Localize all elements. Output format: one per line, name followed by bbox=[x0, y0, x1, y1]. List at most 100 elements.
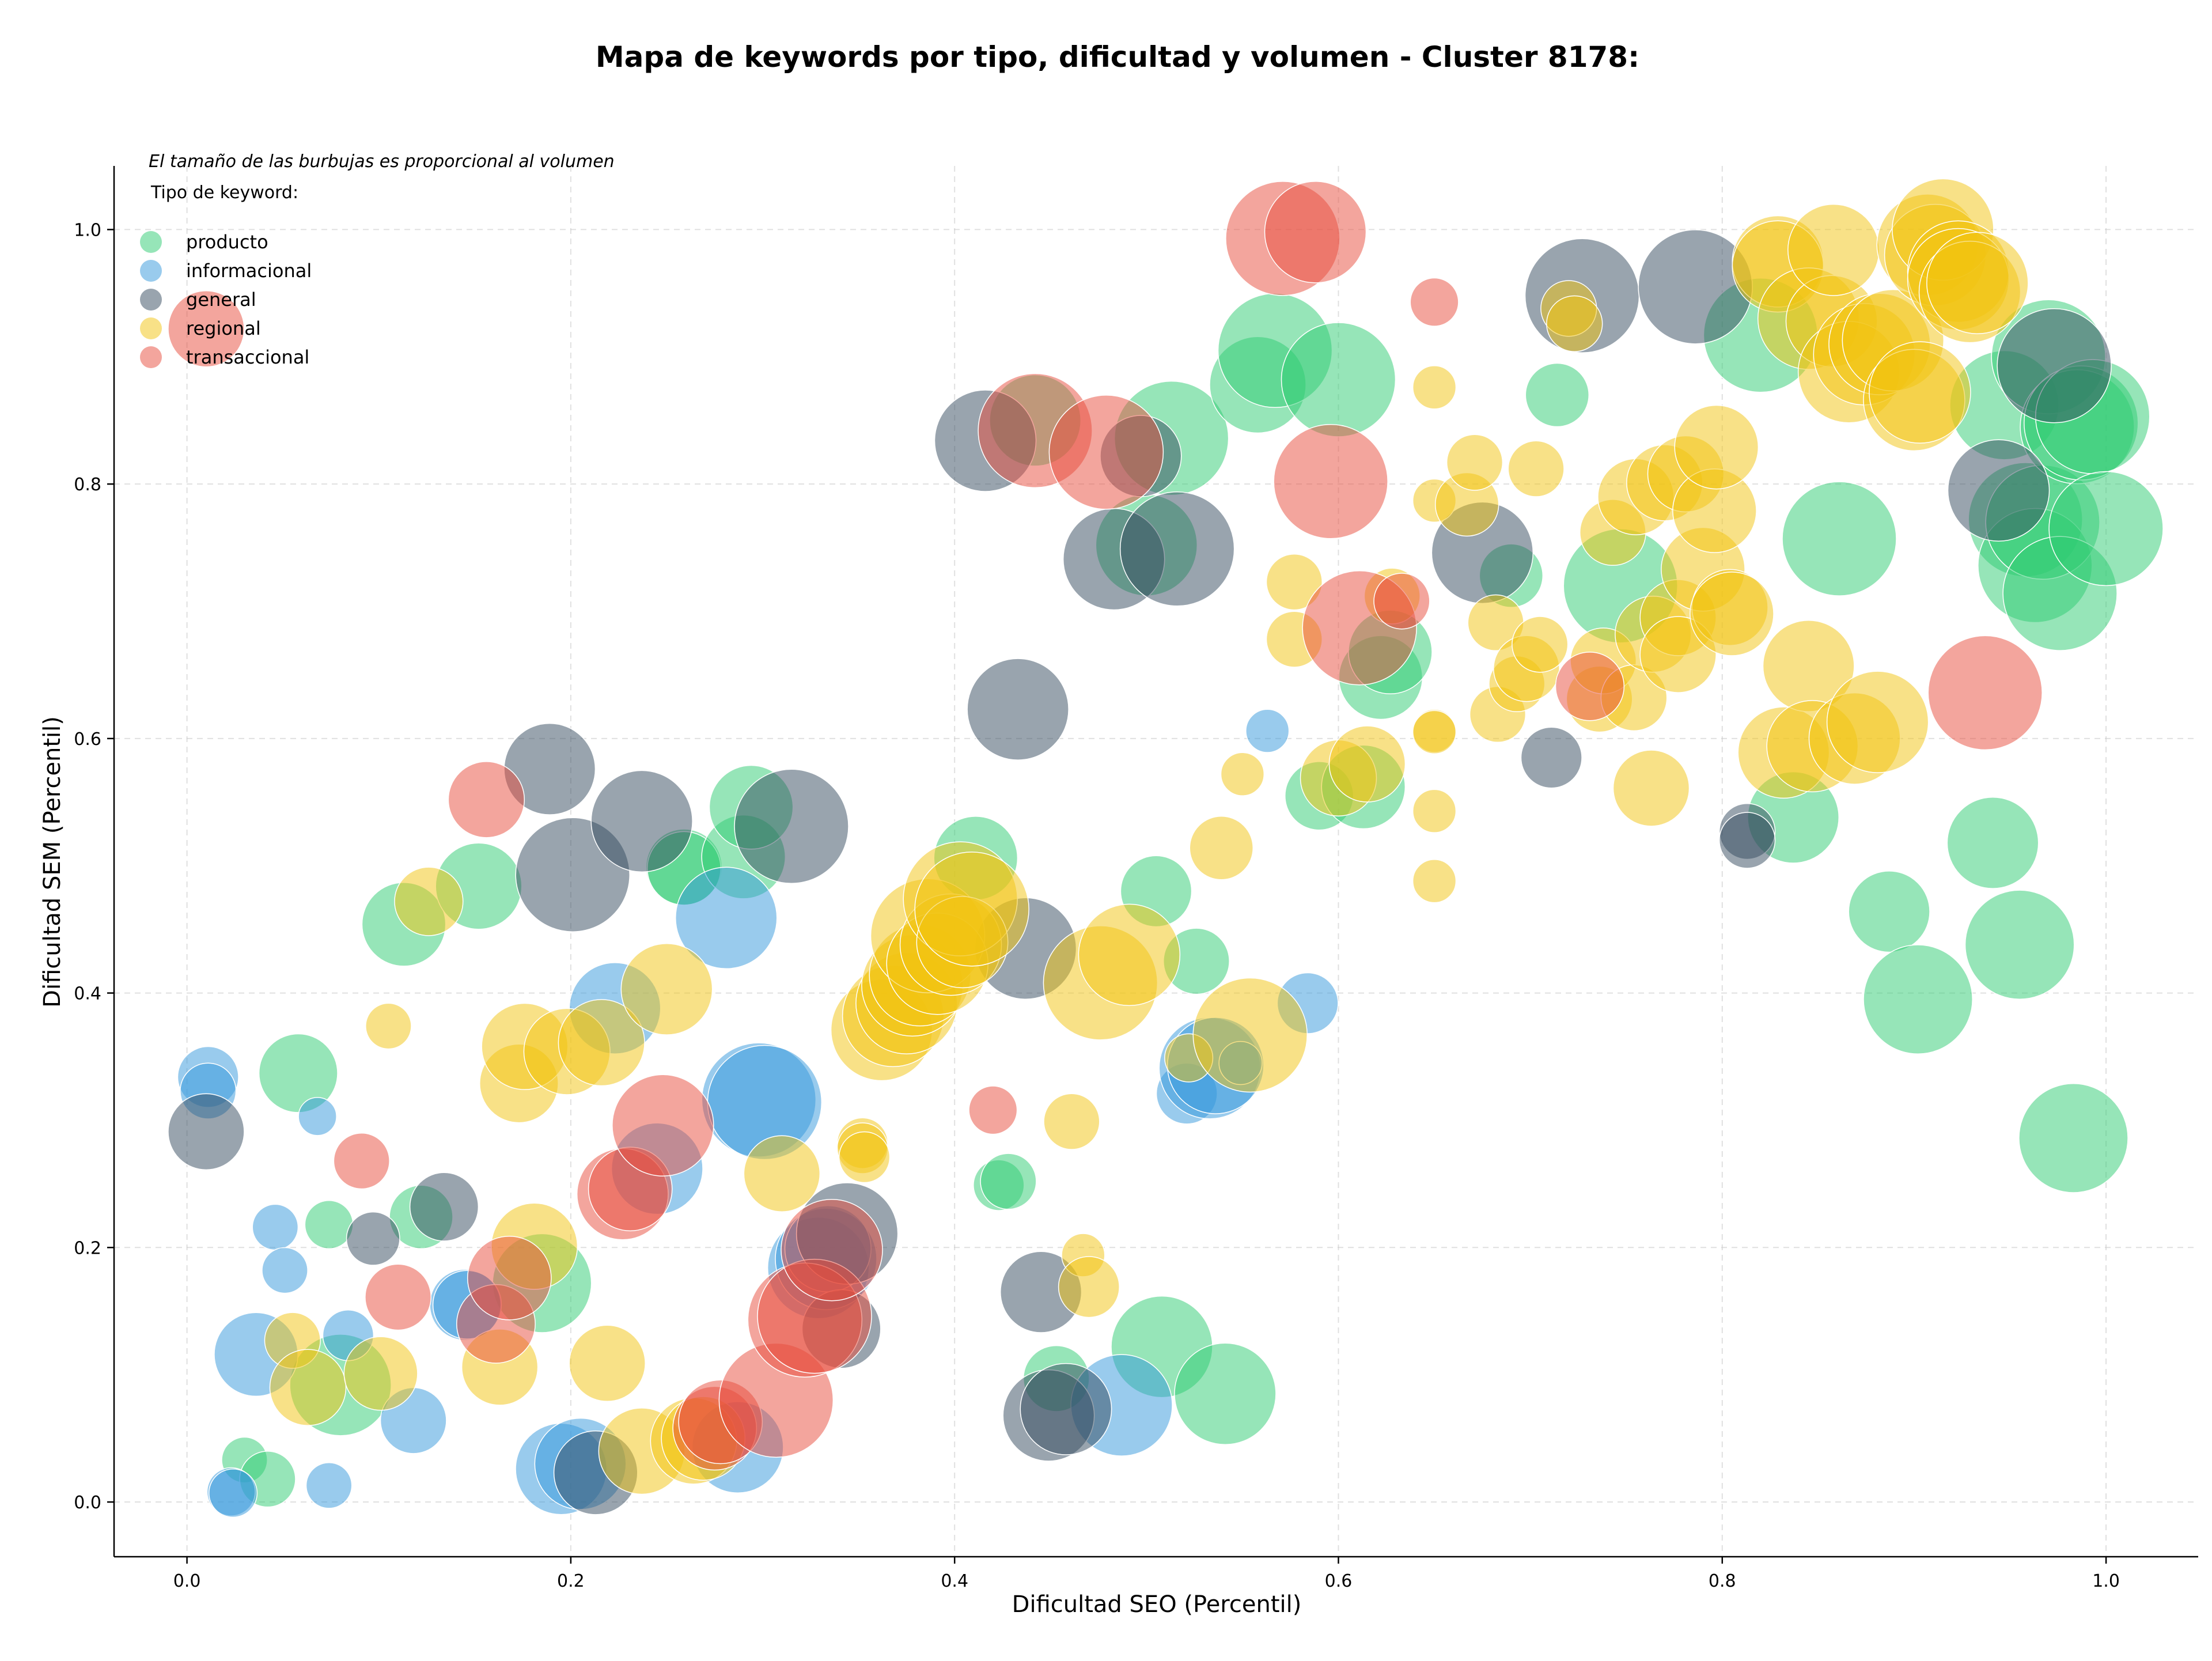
bubble-regional bbox=[1192, 977, 1308, 1093]
bubble-regional bbox=[1546, 295, 1603, 353]
bubble-regional bbox=[1058, 1256, 1120, 1318]
bubble-producto bbox=[2018, 1083, 2128, 1193]
bubble-producto bbox=[304, 1200, 354, 1250]
bubble-producto bbox=[1525, 362, 1590, 427]
legend-marker-informacional bbox=[140, 260, 162, 282]
bubble-regional bbox=[1189, 816, 1254, 880]
bubble-regional bbox=[1612, 750, 1690, 827]
bubble-producto bbox=[980, 1153, 1037, 1210]
bubble-general bbox=[590, 770, 693, 873]
chart-title: Mapa de keywords por tipo, dificultad y … bbox=[596, 40, 1639, 74]
y-axis-label: Dificultad SEM (Percentil) bbox=[39, 716, 66, 1008]
y-tick-label: 0.6 bbox=[74, 729, 101, 750]
bubble-regional bbox=[1926, 232, 2029, 334]
bubble-regional bbox=[1826, 671, 1929, 773]
bubble-general bbox=[409, 1172, 479, 1242]
bubble-general bbox=[168, 1093, 245, 1171]
bubble-regional bbox=[1412, 365, 1457, 410]
bubble-regional bbox=[1787, 203, 1880, 296]
x-tick-label: 0.2 bbox=[557, 1571, 585, 1591]
legend-label-regional: regional bbox=[186, 317, 261, 339]
legend-marker-transaccional bbox=[140, 346, 162, 368]
bubble-transaccional bbox=[1410, 277, 1459, 327]
bubble-regional bbox=[1220, 752, 1265, 796]
bubble-regional bbox=[1674, 404, 1759, 490]
bubble-regional bbox=[269, 1349, 347, 1427]
bubble-informacional bbox=[675, 867, 778, 970]
bubble-regional bbox=[620, 943, 713, 1035]
bubble-producto bbox=[1848, 871, 1930, 953]
bubble-regional bbox=[569, 1325, 646, 1402]
bubble-general bbox=[1119, 491, 1235, 607]
bubble-regional bbox=[365, 1002, 412, 1050]
bubble-producto bbox=[1281, 322, 1396, 437]
bubble-regional bbox=[1412, 789, 1457, 833]
bubble-transaccional bbox=[467, 1235, 552, 1321]
bubble-general bbox=[734, 769, 849, 884]
bubble-regional bbox=[1412, 710, 1457, 754]
y-tick-label: 0.4 bbox=[74, 984, 101, 1004]
bubble-informacional bbox=[209, 1469, 258, 1518]
bubble-transaccional bbox=[612, 1074, 714, 1177]
bubble-producto bbox=[1863, 944, 1973, 1054]
bubble-regional bbox=[914, 852, 1029, 967]
bubble-producto bbox=[1782, 481, 1897, 596]
y-tick-label: 1.0 bbox=[74, 220, 101, 240]
legend-marker-regional bbox=[140, 317, 162, 339]
x-tick-label: 1.0 bbox=[2092, 1571, 2120, 1591]
bubble-informacional bbox=[305, 1462, 353, 1509]
axes: 0.0 0.2 0.4 0.6 0.8 1.0 0.0 0.2 0.4 0.6 0.8 1.0 bbox=[74, 166, 2198, 1591]
bubble-regional bbox=[743, 1135, 821, 1212]
bubble-layer bbox=[168, 178, 2164, 1518]
y-tick-label: 0.2 bbox=[74, 1238, 101, 1258]
legend-label-transaccional: transaccional bbox=[186, 346, 309, 368]
legend: Tipo de keyword: producto informacional ge… bbox=[140, 183, 312, 368]
legend-label-producto: producto bbox=[186, 231, 268, 253]
bubble-regional bbox=[1328, 725, 1406, 803]
bubble-transaccional bbox=[968, 1085, 1018, 1135]
bubble-regional bbox=[1412, 859, 1457, 903]
bubble-regional bbox=[1869, 341, 1971, 444]
bubble-regional bbox=[1078, 903, 1181, 1007]
bubble-informacional bbox=[252, 1204, 299, 1251]
bubble-transaccional bbox=[1555, 652, 1625, 721]
bubble-size-note: El tamaño de las burbujas es proporciona… bbox=[149, 152, 615, 172]
bubble-regional bbox=[394, 867, 464, 936]
bubble-regional bbox=[1690, 572, 1774, 656]
bubble-producto bbox=[1964, 890, 2075, 1000]
bubble-transaccional bbox=[1264, 181, 1367, 283]
bubble-informacional bbox=[262, 1247, 308, 1294]
bubble-transaccional bbox=[333, 1132, 390, 1190]
bubble-transaccional bbox=[168, 290, 245, 368]
legend-marker-general bbox=[140, 289, 162, 311]
x-tick-label: 0.6 bbox=[1325, 1571, 1353, 1591]
bubble-general bbox=[1020, 1363, 1112, 1455]
bubble-regional bbox=[1508, 440, 1565, 497]
bubble-regional bbox=[1043, 1093, 1100, 1150]
bubble-general bbox=[1947, 439, 2050, 542]
bubble-general bbox=[346, 1211, 400, 1266]
bubble-transaccional bbox=[448, 761, 525, 838]
bubble-regional bbox=[1512, 616, 1569, 673]
bubble-general bbox=[1520, 727, 1582, 789]
bubble-producto bbox=[258, 1033, 338, 1113]
legend-marker-producto bbox=[140, 231, 162, 253]
bubble-regional bbox=[838, 1131, 891, 1183]
bubble-transaccional bbox=[1048, 395, 1164, 510]
bubble-transaccional bbox=[1273, 423, 1388, 539]
bubble-regional bbox=[558, 999, 645, 1087]
bubble-producto bbox=[1946, 797, 2039, 889]
bubble-informacional bbox=[298, 1097, 337, 1136]
bubble-transaccional bbox=[781, 1198, 883, 1301]
x-tick-label: 0.8 bbox=[1709, 1571, 1736, 1591]
bubble-general bbox=[967, 658, 1069, 760]
y-tick-label: 0.0 bbox=[74, 1493, 101, 1513]
bubble-general bbox=[1718, 812, 1776, 869]
y-tick-label: 0.8 bbox=[74, 475, 101, 495]
bubble-general bbox=[1997, 308, 2112, 423]
bubble-regional bbox=[343, 1336, 418, 1411]
bubble-producto bbox=[1174, 1342, 1277, 1446]
bubble-regional bbox=[1446, 434, 1503, 491]
bubble-transaccional bbox=[365, 1263, 432, 1331]
